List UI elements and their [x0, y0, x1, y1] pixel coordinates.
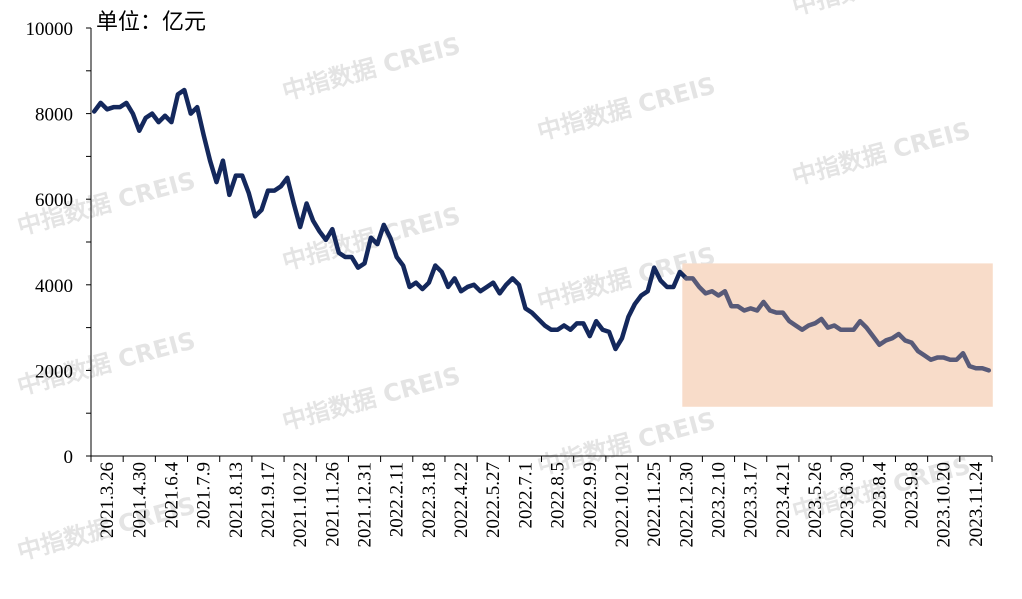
watermark-text: 中指数据 CREIS [534, 71, 718, 145]
x-tick-label: 2021.6.4 [161, 462, 182, 529]
x-tick-label: 2022.7.1 [515, 462, 536, 529]
watermark-text: 中指数据 CREIS [789, 116, 973, 190]
y-tick-label: 2000 [35, 361, 73, 382]
x-tick-label: 2021.7.9 [194, 462, 215, 529]
x-tick-label: 2021.11.26 [322, 462, 343, 547]
x-ticks: 2021.3.26 2021.4.30 2021.6.4 2021.7.9 2021.8… [90, 456, 993, 548]
watermark-text: 中指数据 CREIS [279, 31, 463, 105]
x-tick-label: 2022.2.11 [387, 462, 408, 537]
y-tick-label: 4000 [35, 276, 73, 297]
x-tick-label: 2022.3.18 [419, 462, 440, 538]
x-tick-label: 2021.12.31 [355, 462, 376, 548]
unit-label: 单位：亿元 [96, 10, 206, 35]
x-tick-label: 2023.2.10 [708, 462, 729, 538]
y-ticks: 0 2000 4000 6000 8000 10000 [26, 19, 91, 468]
y-tick-label: 10000 [26, 19, 74, 40]
x-tick-label: 2021.8.13 [226, 462, 247, 538]
y-tick-label: 0 [64, 447, 74, 468]
x-tick-label: 2023.10.20 [934, 462, 955, 548]
x-tick-label: 2022.11.25 [644, 462, 665, 547]
x-tick-label: 2022.10.21 [612, 462, 633, 548]
x-tick-label: 2022.5.27 [483, 462, 504, 538]
x-tick-label: 2023.3.17 [741, 462, 762, 538]
y-tick-label: 6000 [35, 190, 73, 211]
x-tick-label: 2021.10.22 [290, 462, 311, 548]
series-group [91, 87, 992, 373]
highlight-region [682, 263, 993, 407]
x-tick-label: 2023.4.21 [773, 462, 794, 538]
y-tick-label: 8000 [35, 105, 73, 126]
watermark-text: 中指数据 CREIS [789, 0, 973, 21]
x-tick-label: 2022.12.30 [676, 462, 697, 548]
x-tick-label: 2023.9.8 [902, 462, 923, 529]
x-tick-label: 2023.8.4 [869, 462, 890, 529]
x-tick-label: 2022.8.5 [548, 462, 569, 529]
watermark-text: 中指数据 CREIS [279, 361, 463, 435]
series-line-highlighted [684, 276, 992, 373]
x-tick-label: 2022.9.9 [580, 462, 601, 529]
x-tick-label: 2021.3.26 [97, 462, 118, 538]
x-tick-label: 2022.4.22 [451, 462, 472, 538]
series-line [91, 87, 689, 352]
x-tick-label: 2021.4.30 [129, 462, 150, 538]
x-tick-label: 2023.11.24 [966, 462, 987, 547]
x-tick-label: 2023.5.26 [805, 462, 826, 538]
x-tick-label: 2021.9.17 [258, 462, 279, 538]
x-tick-label: 2023.6.30 [837, 462, 858, 538]
